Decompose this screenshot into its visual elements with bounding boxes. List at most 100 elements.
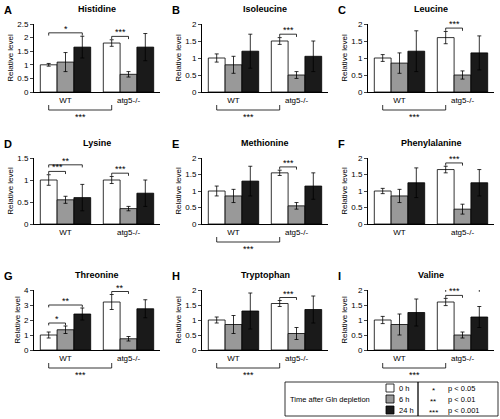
- svg-text:WT: WT: [393, 228, 406, 237]
- svg-text:1: 1: [358, 316, 363, 325]
- svg-text:***: ***: [75, 370, 86, 380]
- svg-text:atg5-/-: atg5-/-: [285, 228, 308, 237]
- svg-text:24 h: 24 h: [399, 406, 414, 415]
- svg-text:Time after Gln depletion: Time after Gln depletion: [290, 395, 370, 404]
- svg-text:1.5: 1.5: [17, 154, 29, 163]
- svg-text:p < 0.05: p < 0.05: [448, 384, 475, 393]
- svg-text:3: 3: [24, 301, 29, 310]
- svg-text:0: 0: [358, 220, 363, 229]
- svg-text:WT: WT: [227, 354, 240, 363]
- svg-text:0: 0: [24, 220, 29, 229]
- svg-text:1: 1: [192, 187, 197, 196]
- svg-text:***: ***: [449, 154, 460, 164]
- svg-text:1.5: 1.5: [351, 37, 363, 46]
- svg-text:p < 0.001: p < 0.001: [448, 406, 480, 415]
- svg-text:0: 0: [192, 220, 197, 229]
- svg-text:2: 2: [192, 20, 197, 29]
- svg-text:2: 2: [192, 286, 197, 295]
- svg-text:0: 0: [24, 88, 29, 97]
- svg-text:0.5: 0.5: [351, 203, 363, 212]
- svg-text:A: A: [4, 4, 12, 16]
- svg-text:atg5-/-: atg5-/-: [451, 96, 474, 105]
- svg-text:1.5: 1.5: [351, 301, 363, 310]
- svg-text:***: ***: [409, 370, 420, 380]
- svg-text:0.5: 0.5: [351, 71, 363, 80]
- svg-text:1.5: 1.5: [185, 37, 197, 46]
- svg-text:1: 1: [24, 61, 29, 70]
- svg-text:Isoleucine: Isoleucine: [243, 4, 287, 14]
- svg-text:*: *: [64, 24, 68, 34]
- svg-text:0.5: 0.5: [17, 198, 29, 207]
- svg-text:I: I: [338, 270, 341, 282]
- svg-text:1: 1: [24, 176, 29, 185]
- svg-text:Leucine: Leucine: [414, 4, 448, 14]
- svg-text:Relative level: Relative level: [174, 296, 183, 344]
- svg-text:B: B: [172, 4, 180, 16]
- svg-text:**: **: [116, 283, 124, 293]
- svg-text:***: ***: [75, 112, 86, 122]
- svg-text:Relative level: Relative level: [6, 34, 15, 82]
- svg-text:1.5: 1.5: [351, 170, 363, 179]
- svg-text:1: 1: [192, 316, 197, 325]
- svg-text:Tryptophan: Tryptophan: [241, 270, 290, 280]
- svg-text:Relative level: Relative level: [6, 167, 15, 215]
- svg-text:2: 2: [24, 316, 29, 325]
- svg-text:Relative level: Relative level: [13, 296, 22, 344]
- svg-text:***: ***: [449, 19, 460, 29]
- svg-text:***: ***: [243, 244, 254, 254]
- svg-text:***: ***: [115, 27, 126, 37]
- svg-text:***: ***: [283, 25, 294, 35]
- svg-text:atg5-/-: atg5-/-: [117, 96, 140, 105]
- svg-text:WT: WT: [59, 228, 72, 237]
- svg-text:WT: WT: [59, 354, 72, 363]
- svg-text:WT: WT: [393, 354, 406, 363]
- svg-text:1.5: 1.5: [185, 170, 197, 179]
- svg-text:**: **: [62, 296, 70, 306]
- svg-text:***: ***: [283, 158, 294, 168]
- svg-text:atg5-/-: atg5-/-: [117, 354, 140, 363]
- svg-text:Histidine: Histidine: [78, 4, 116, 14]
- svg-text:atg5-/-: atg5-/-: [451, 228, 474, 237]
- svg-text:Valine: Valine: [418, 270, 444, 280]
- svg-text:0.5: 0.5: [185, 331, 197, 340]
- svg-text:***: ***: [409, 112, 420, 122]
- svg-text:2: 2: [192, 154, 197, 163]
- svg-text:***: ***: [52, 162, 63, 172]
- svg-text:*: *: [55, 314, 59, 324]
- svg-text:0.5: 0.5: [185, 203, 197, 212]
- svg-text:atg5-/-: atg5-/-: [285, 96, 308, 105]
- svg-text:Relative level: Relative level: [340, 167, 349, 215]
- svg-text:Lysine: Lysine: [83, 138, 111, 148]
- svg-text:0.5: 0.5: [17, 74, 29, 83]
- svg-text:E: E: [172, 138, 179, 150]
- svg-text:1: 1: [358, 54, 363, 63]
- svg-text:*: *: [432, 386, 435, 395]
- svg-text:WT: WT: [227, 228, 240, 237]
- svg-text:atg5-/-: atg5-/-: [285, 354, 308, 363]
- svg-text:D: D: [4, 138, 12, 150]
- svg-text:H: H: [172, 270, 180, 282]
- svg-text:1: 1: [24, 331, 29, 340]
- svg-text:***: ***: [243, 112, 254, 122]
- svg-text:0 h: 0 h: [399, 384, 409, 393]
- svg-text:4: 4: [24, 286, 29, 295]
- svg-text:6 h: 6 h: [399, 395, 409, 404]
- svg-text:1: 1: [358, 187, 363, 196]
- svg-text:Phenylalanine: Phenylalanine: [401, 138, 462, 148]
- svg-text:Relative level: Relative level: [174, 34, 183, 82]
- svg-text:0.5: 0.5: [185, 71, 197, 80]
- svg-text:Relative level: Relative level: [174, 167, 183, 215]
- svg-text:0: 0: [358, 88, 363, 97]
- svg-text:atg5-/-: atg5-/-: [451, 354, 474, 363]
- svg-text:***: ***: [449, 286, 460, 296]
- svg-text:***: ***: [115, 164, 126, 174]
- svg-text:***: ***: [429, 408, 438, 417]
- svg-text:WT: WT: [393, 96, 406, 105]
- svg-text:C: C: [338, 4, 346, 16]
- svg-text:**: **: [62, 156, 70, 166]
- svg-text:***: ***: [283, 289, 294, 299]
- svg-text:**: **: [430, 397, 436, 406]
- svg-text:F: F: [338, 138, 345, 150]
- svg-text:2.5: 2.5: [17, 20, 29, 29]
- svg-text:WT: WT: [59, 96, 72, 105]
